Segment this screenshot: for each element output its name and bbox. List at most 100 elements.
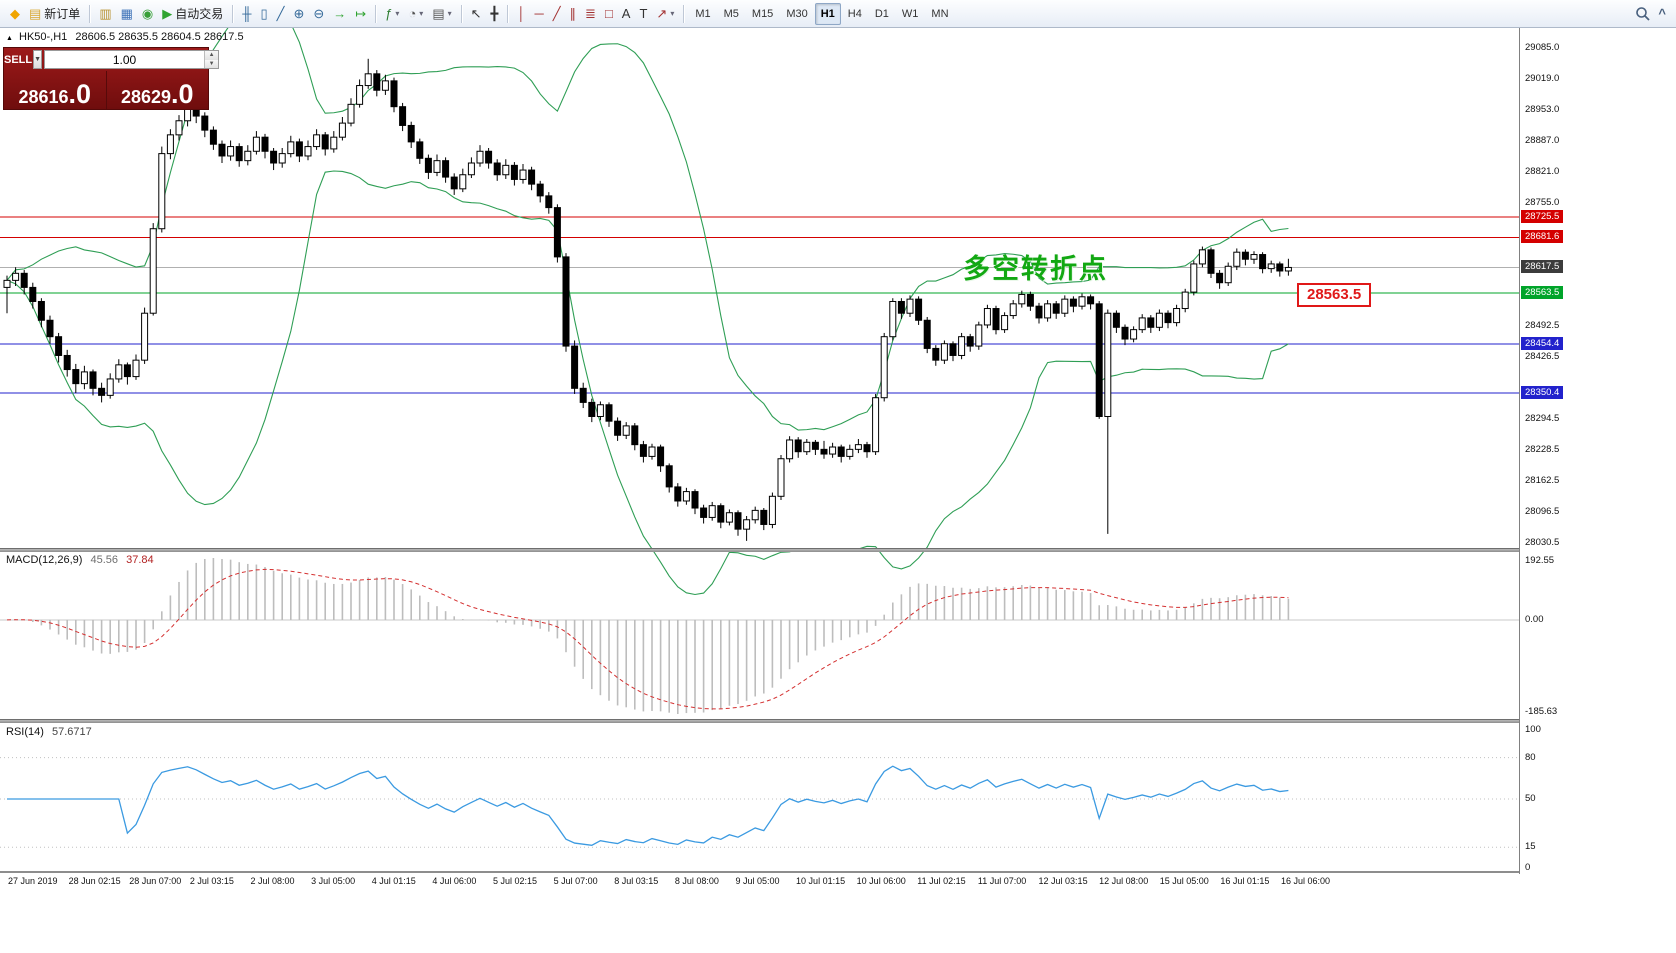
community-button[interactable]: ◉ [138,3,157,25]
chart-canvas[interactable] [0,28,1519,874]
vertical-line-tool-button[interactable]: │ [513,3,529,25]
candle-body [648,446,656,457]
candle-body [700,507,708,518]
zoom-out-button[interactable]: ⊖ [309,3,328,25]
templates-button[interactable]: ▤ ▾ [428,3,455,25]
buy-price-dec: .0 [171,79,194,110]
candle-body [450,176,458,190]
candle-body [416,141,424,159]
chart-candles-button[interactable]: ▯ [256,3,271,25]
timeframe-m30[interactable]: M30 [786,7,808,20]
subwindow-toggle-icon[interactable]: ▲ [6,35,13,42]
fibonacci-tool-button[interactable]: ≣ [581,3,600,25]
profiles-menu-button[interactable]: ▦ [117,3,137,25]
toolbar-right-group: ^ [1635,6,1670,21]
timeframe-m1[interactable]: M1 [695,7,711,20]
sell-button[interactable]: SELL [4,53,33,66]
price-axis-label: 28228.5 [1525,444,1560,456]
candle-body [313,134,321,148]
volume-input[interactable] [45,51,205,68]
cursor-button[interactable]: ↖ [467,3,486,25]
candle-body [1035,305,1043,319]
timeframe-d1[interactable]: D1 [874,7,889,20]
panel-resize-divider[interactable] [0,719,1676,723]
panel-resize-divider[interactable] [0,548,1676,552]
arrows-tool-button[interactable]: ↗ ▾ [652,3,678,25]
candle-body [510,164,518,180]
candle-body [141,312,149,361]
candle-body [295,141,303,157]
time-axis-label: 2 Jul 03:15 [189,876,234,886]
time-axis[interactable]: 27 Jun 2019 28 Jun 02:15 28 Jun 07:00 2 Jul… [0,874,1676,892]
candle-body [1164,312,1172,324]
timeframe-w1[interactable]: W1 [901,7,919,20]
autotrading-button[interactable]: ▶ 自动交易 [158,3,227,25]
buy-price-int: 28629 [120,87,172,107]
auto-scroll-button[interactable]: → [329,3,350,25]
chart-bars-button[interactable]: ╫ [238,3,255,25]
time-axis-label: 5 Jul 02:15 [492,876,537,886]
channel-tool-button[interactable]: ∥ [566,3,581,25]
volume-step-up-icon[interactable]: ▲ [205,51,219,60]
volume-step-down-icon[interactable]: ▼ [205,59,219,68]
candle-body [175,120,183,136]
crosshair-button[interactable]: ╋ [487,3,503,25]
candle-body [545,195,553,209]
chart-line-button[interactable]: ╱ [273,3,289,25]
candle-body [1069,298,1077,307]
timeframe-mn[interactable]: MN [931,7,949,20]
horizontal-line-tool-button[interactable]: ─ [530,3,547,25]
buy-price-button[interactable]: 28629 .0 [107,71,209,109]
text-tool-button[interactable]: A [618,3,635,25]
trendline-tool-button[interactable]: ╱ [549,3,565,25]
price-axis[interactable]: 29085.0 29019.0 28953.0 28887.0 28821.0 28755… [1519,28,1676,874]
rsi-axis-label: 80 [1525,751,1536,763]
candle-body [424,157,432,173]
candle-body [149,228,157,314]
order-type-dropdown[interactable]: ▼ [33,50,43,69]
new-order-button[interactable]: ▤ 新订单 [25,3,84,25]
toolbar-collapse-icon[interactable]: ^ [1658,6,1666,21]
candle-body [364,73,372,87]
candle-body [674,486,682,502]
candle-body [777,458,785,497]
candle-body [80,371,88,385]
candle-body [725,512,733,523]
indicators-button[interactable]: ƒ ▾ [381,3,403,25]
candle-body [261,136,269,152]
candle-body [1121,326,1129,340]
shapes-tool-button[interactable]: □ [601,3,617,25]
periods-button[interactable]: ◔ ▾ [404,3,427,25]
toolbar-button-groups: ◆ ▤ 新订单 ▥ ▦ ◉ ▶ 自动交易 ╫ ▯ ╱ ⊕ ⊖ → ↦ ƒ ▾ ◔ ▾ ▤ ▾ ↖ ╋ │ ─ ╱ ∥ ≣ □ A T ↗ ▾ [6,3,688,25]
candle-body [1009,303,1017,317]
chart-shift-button[interactable]: ↦ [351,3,370,25]
indicators-icon: ƒ [385,6,393,21]
timeframe-m5[interactable]: M5 [723,7,739,20]
candle-body [1018,293,1026,305]
search-icon[interactable] [1635,6,1651,21]
timeframe-h1[interactable]: H1 [814,2,841,25]
label-tool-button[interactable]: T [635,3,651,25]
sell-price-button[interactable]: 28616 .0 [4,71,107,109]
candle-body [1061,298,1069,314]
chart-annotation-text: 多空转折点 [963,254,1108,284]
timeframe-h4[interactable]: H4 [847,7,862,20]
rsi-indicator-label: RSI(14) 57.6717 [6,726,92,738]
candle-body [829,446,837,455]
candle-body [906,298,914,314]
charts-menu-button[interactable]: ▥ [95,3,115,25]
timeframe-m15[interactable]: M15 [751,7,774,20]
candle-body [820,448,828,455]
trendline-tool-icon: ╱ [552,6,561,21]
price-axis-label: 29019.0 [1525,72,1560,84]
price-axis-label: 28887.0 [1525,134,1560,146]
candle-body [605,404,613,422]
time-axis-label: 16 Jul 06:00 [1281,876,1331,886]
candle-body [639,444,647,457]
zoom-in-button[interactable]: ⊕ [289,3,308,25]
time-axis-label: 11 Jul 02:15 [917,876,966,886]
candle-body [1052,303,1060,314]
buy-button[interactable]: BUY [220,53,244,66]
candle-body [915,298,923,321]
rsi-title: RSI(14) [6,726,44,738]
